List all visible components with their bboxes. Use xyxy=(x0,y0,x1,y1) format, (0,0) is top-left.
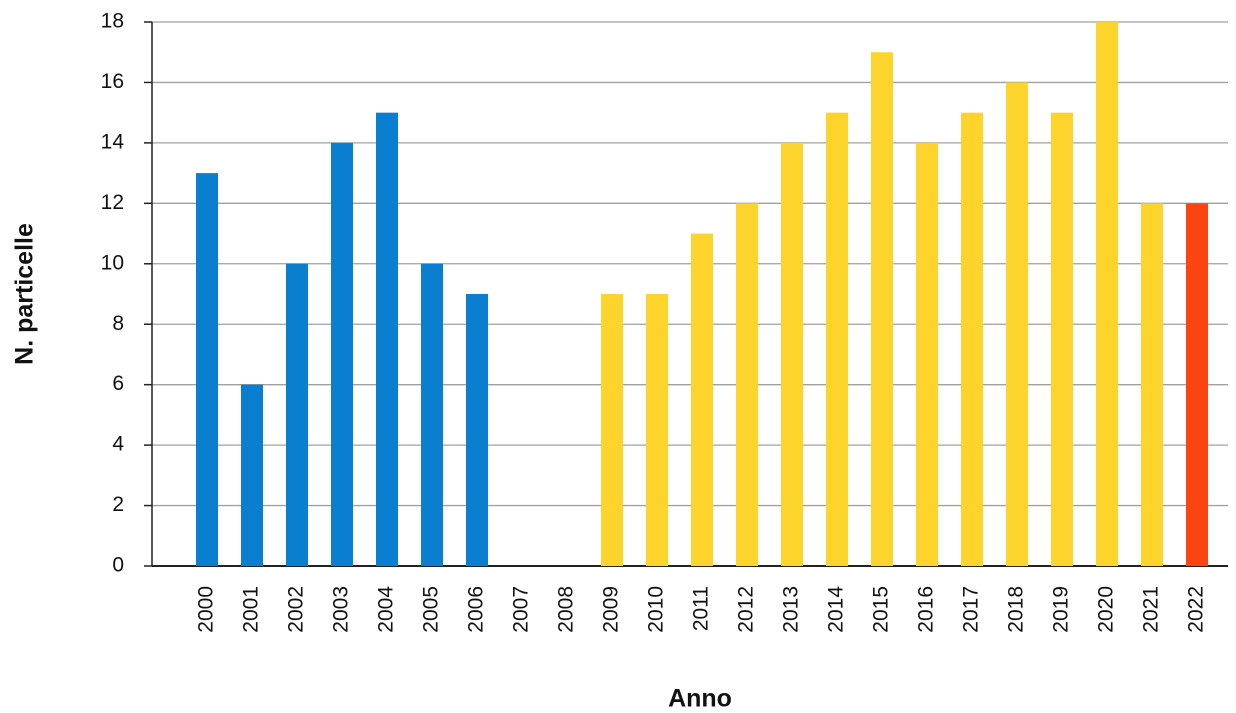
x-tick-label: 2006 xyxy=(465,586,488,633)
y-tick-label: 12 xyxy=(101,191,124,214)
y-tick-label: 10 xyxy=(101,251,124,274)
bar xyxy=(1141,203,1163,567)
y-tick-label: 8 xyxy=(112,312,124,335)
y-tick-label: 14 xyxy=(101,130,125,153)
x-tick-label: 2015 xyxy=(870,586,893,633)
x-tick-label: 2001 xyxy=(240,586,263,633)
bar xyxy=(646,294,668,566)
x-tick-label: 2019 xyxy=(1050,586,1073,633)
bar xyxy=(916,142,938,566)
x-tick-label: 2018 xyxy=(1005,586,1028,633)
y-tick-label: 2 xyxy=(112,493,124,516)
x-tick-label: 2008 xyxy=(555,586,578,633)
x-tick-label: 2003 xyxy=(330,586,353,633)
x-tick-label: 2013 xyxy=(780,586,803,633)
bar xyxy=(781,142,803,566)
x-tick-label: 2011 xyxy=(690,586,713,631)
x-tick-label: 2000 xyxy=(195,586,218,633)
x-tick-label: 2010 xyxy=(645,586,668,633)
bar xyxy=(241,384,263,566)
x-tick-label: 2002 xyxy=(285,586,308,633)
y-tick-label: 4 xyxy=(112,433,124,456)
bar xyxy=(331,142,353,566)
x-axis-title: Anno xyxy=(668,685,732,713)
bar xyxy=(961,112,983,567)
x-tick-label: 2021 xyxy=(1140,586,1163,633)
x-tick-label: 2020 xyxy=(1095,586,1118,633)
bar xyxy=(1051,112,1073,567)
x-tick-label: 2004 xyxy=(375,586,398,633)
bar xyxy=(826,112,848,567)
x-tick-label: 2022 xyxy=(1185,586,1208,633)
bar xyxy=(286,263,308,566)
bar xyxy=(1186,203,1208,567)
x-tick-label: 2014 xyxy=(825,586,848,633)
bar xyxy=(196,173,218,566)
y-tick-label: 16 xyxy=(101,70,124,93)
bar xyxy=(736,203,758,567)
bar xyxy=(691,233,713,567)
bar xyxy=(871,52,893,566)
x-tick-label: 2005 xyxy=(420,586,443,633)
bar xyxy=(421,263,443,566)
y-tick-label: 6 xyxy=(112,372,124,395)
bar xyxy=(1006,82,1028,566)
y-axis-title: N. particelle xyxy=(11,223,39,365)
bar xyxy=(376,112,398,567)
bar xyxy=(1096,22,1118,566)
x-tick-label: 2009 xyxy=(600,586,623,633)
x-tick-label: 2016 xyxy=(915,586,938,633)
x-tick-label: 2007 xyxy=(510,586,533,633)
y-tick-label: 0 xyxy=(112,554,124,577)
y-tick-label: 18 xyxy=(101,10,124,33)
x-tick-label: 2017 xyxy=(960,586,983,633)
x-tick-label: 2012 xyxy=(735,586,758,633)
bar xyxy=(466,294,488,566)
bar xyxy=(601,294,623,566)
